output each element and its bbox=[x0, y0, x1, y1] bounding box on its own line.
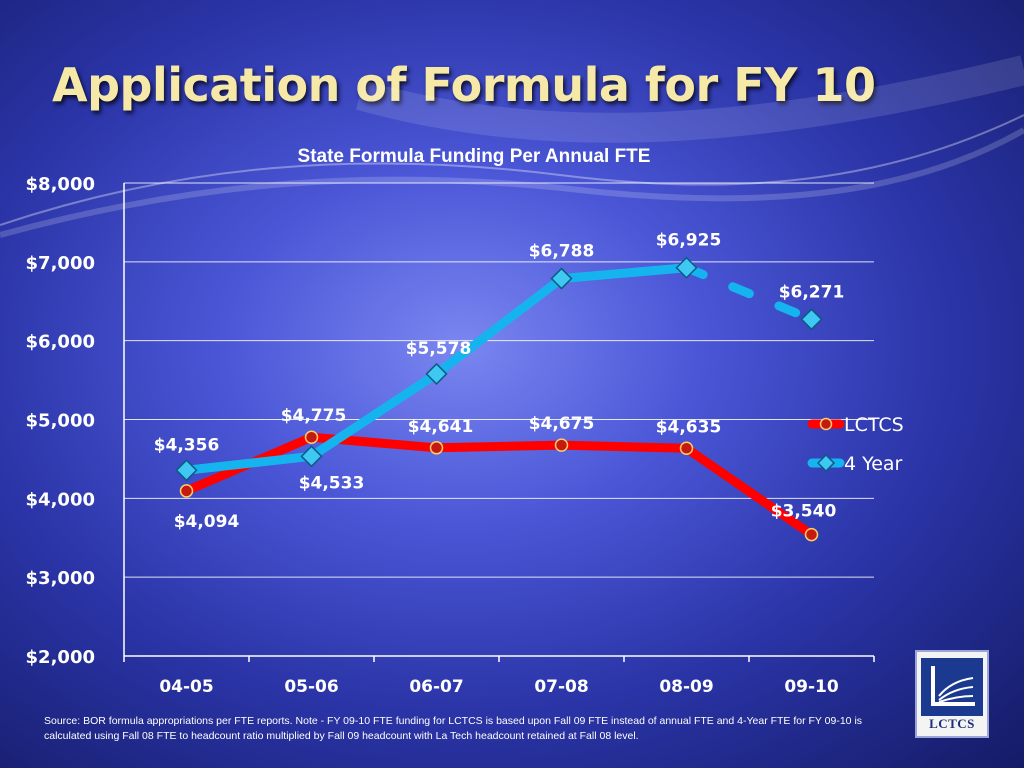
lctcs-point bbox=[804, 527, 819, 542]
slide-title: Application of Formula for FY 10 bbox=[52, 58, 876, 112]
x-tick-label: 09-10 bbox=[784, 677, 839, 697]
data-label: $4,356 bbox=[154, 435, 220, 455]
lctcs-point bbox=[429, 441, 444, 455]
series-layer bbox=[175, 256, 823, 542]
series-line-0 bbox=[182, 432, 816, 540]
legend-label: 4 Year bbox=[844, 453, 903, 475]
x-tick-label: 04-05 bbox=[159, 677, 213, 697]
source-note: Source: BOR formula appropriations per F… bbox=[44, 715, 863, 742]
four-year-point bbox=[425, 362, 448, 385]
chart-title: State Formula Funding Per Annual FTE bbox=[298, 146, 651, 167]
axes: $2,000 $3,000 $4,000 $5,000 $6,000 $7,000 $8,0… bbox=[26, 174, 875, 697]
lctcs-point bbox=[304, 430, 319, 444]
four-year-point bbox=[800, 308, 823, 331]
data-label: $4,094 bbox=[174, 512, 240, 532]
y-tick-label: $5,000 bbox=[26, 411, 95, 432]
y-tick-label: $3,000 bbox=[26, 568, 95, 589]
lctcs-logo: LCTCS bbox=[915, 650, 989, 738]
y-tick-label: $2,000 bbox=[26, 647, 95, 668]
x-tick-label: 08-09 bbox=[659, 677, 713, 697]
legend: LCTCS 4 Year bbox=[807, 414, 904, 475]
data-label: $3,540 bbox=[771, 502, 837, 522]
y-tick-label: $4,000 bbox=[26, 489, 95, 510]
legend-marker bbox=[819, 417, 833, 431]
data-labels: $4,094 $4,775 $4,641 $4,675 $4,635 $3,540 $4,3… bbox=[154, 231, 845, 532]
data-label: $4,775 bbox=[281, 406, 347, 426]
four-year-point bbox=[175, 459, 198, 482]
data-label: $6,925 bbox=[656, 231, 722, 251]
logo-text: LCTCS bbox=[929, 716, 975, 731]
lctcs-point bbox=[554, 438, 569, 452]
data-label: $4,533 bbox=[299, 473, 365, 493]
data-label: $4,675 bbox=[529, 414, 595, 434]
series-line-dashed-1 bbox=[682, 263, 816, 324]
data-label: $4,641 bbox=[408, 417, 474, 437]
lctcs-point bbox=[679, 441, 694, 456]
data-label: $6,788 bbox=[529, 242, 595, 262]
x-tick-label: 06-07 bbox=[409, 677, 463, 697]
data-label: $5,578 bbox=[406, 339, 472, 359]
four-year-point bbox=[675, 256, 698, 279]
data-label: $6,271 bbox=[779, 282, 845, 302]
x-tick-label: 07-08 bbox=[534, 677, 588, 697]
legend-label: LCTCS bbox=[844, 414, 904, 436]
data-label: $4,635 bbox=[656, 417, 722, 437]
lctcs-point bbox=[179, 484, 194, 498]
y-tick-label: $6,000 bbox=[26, 332, 95, 353]
four-year-point bbox=[300, 445, 323, 468]
legend-marker bbox=[816, 453, 836, 473]
grid bbox=[124, 182, 874, 578]
four-year-point bbox=[550, 267, 573, 290]
y-tick-label: $7,000 bbox=[26, 253, 95, 274]
x-tick-label: 05-06 bbox=[284, 677, 338, 697]
y-tick-label: $8,000 bbox=[26, 174, 95, 195]
